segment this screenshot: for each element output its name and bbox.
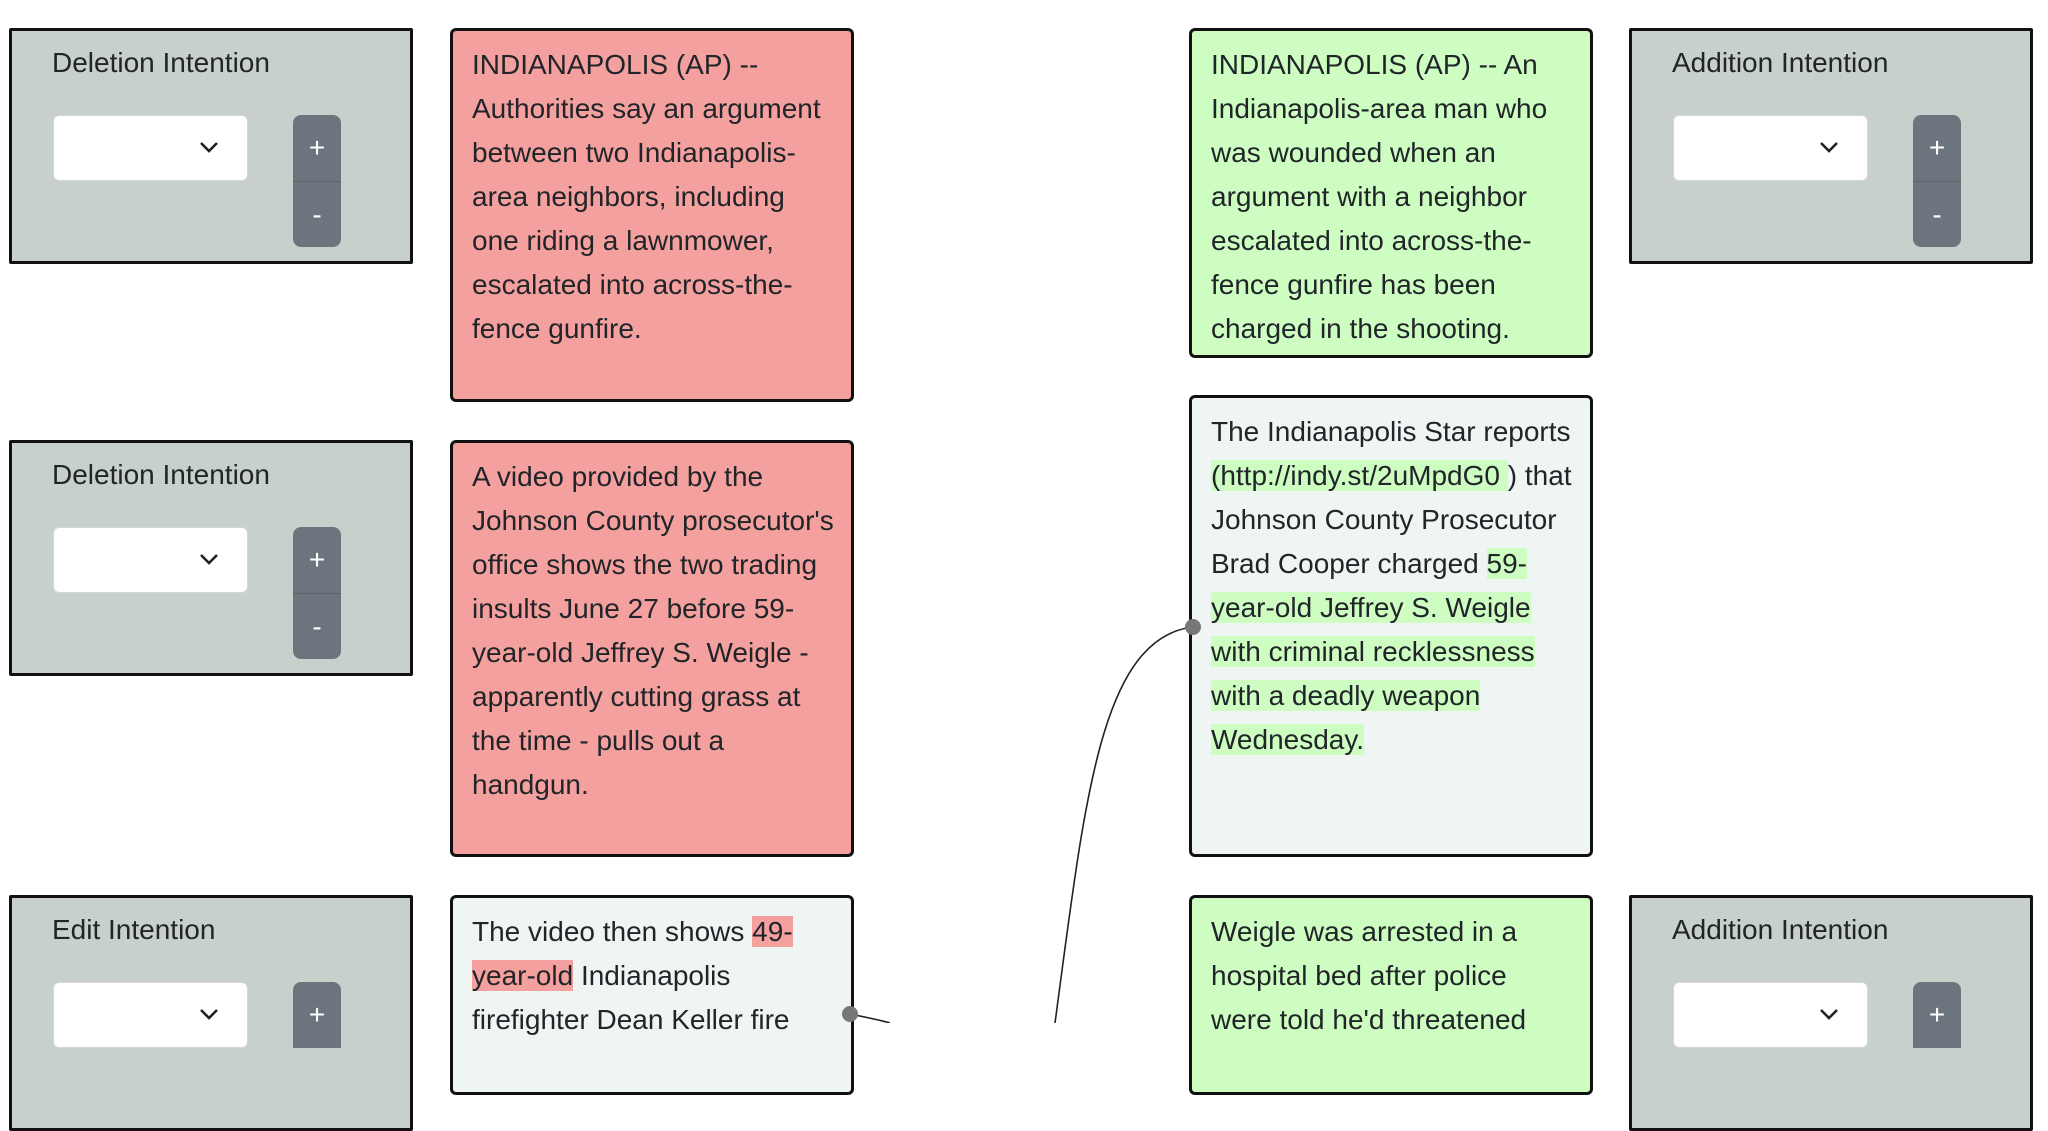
sentence-text: ) that Johnson County Prosecutor Brad Co…: [1211, 460, 1572, 579]
add-intention-button[interactable]: +: [293, 982, 341, 1048]
chevron-down-icon: [200, 1009, 218, 1020]
panel-title: Deletion Intention: [52, 47, 270, 78]
panel-title: Addition Intention: [1672, 47, 1889, 78]
edited-sentence-card[interactable]: The video then shows 49-year-old Indiana…: [450, 895, 854, 1095]
remove-intention-button[interactable]: -: [293, 593, 341, 659]
sentence-text: The video then shows: [472, 916, 753, 947]
remove-intention-button[interactable]: -: [1913, 181, 1961, 247]
added-span: 59-year-old Jeffrey S. Weigle with crimi…: [1211, 548, 1535, 755]
link-port-icon[interactable]: [842, 1006, 858, 1022]
chevron-down-icon: [1820, 1009, 1838, 1020]
panel-title: Addition Intention: [1672, 914, 1889, 945]
deleted-sentence-card[interactable]: A video provided by the Johnson County p…: [450, 440, 854, 857]
added-sentence-card[interactable]: Weigle was arrested in a hospital bed af…: [1189, 895, 1593, 1095]
deletion-intention-panel: Deletion Intention + -: [9, 440, 413, 676]
sentence-text: INDIANAPOLIS (AP) -- Authorities say an …: [472, 49, 821, 344]
add-intention-button[interactable]: +: [293, 527, 341, 593]
intention-select[interactable]: [53, 115, 248, 181]
deleted-sentence-card[interactable]: INDIANAPOLIS (AP) -- Authorities say an …: [450, 28, 854, 402]
source-link[interactable]: (http://indy.st/2uMpdG0: [1211, 460, 1508, 491]
addition-intention-panel: Addition Intention + -: [1629, 28, 2033, 264]
chevron-down-icon: [1820, 142, 1838, 153]
remove-intention-button[interactable]: -: [293, 181, 341, 247]
deletion-intention-panel: Deletion Intention + -: [9, 28, 413, 264]
sentence-text: The Indianapolis Star reports: [1211, 416, 1571, 447]
add-intention-button[interactable]: +: [293, 115, 341, 181]
panel-title: Deletion Intention: [52, 459, 270, 490]
panel-title: Edit Intention: [52, 914, 216, 945]
intention-select[interactable]: [53, 982, 248, 1048]
add-intention-button[interactable]: +: [1913, 982, 1961, 1048]
link-port-icon[interactable]: [1185, 619, 1201, 635]
edit-intention-panel: Edit Intention +: [9, 895, 413, 1131]
sentence-text: Weigle was arrested in a hospital bed af…: [1211, 916, 1527, 1035]
chevron-down-icon: [200, 142, 218, 153]
addition-intention-panel: Addition Intention +: [1629, 895, 2033, 1131]
intention-select[interactable]: [53, 527, 248, 593]
connector-line: [1054, 626, 1193, 1023]
add-intention-button[interactable]: +: [1913, 115, 1961, 181]
sentence-text: A video provided by the Johnson County p…: [472, 461, 834, 800]
edited-sentence-card[interactable]: The Indianapolis Star reports (http://in…: [1189, 395, 1593, 857]
added-sentence-card[interactable]: INDIANAPOLIS (AP) -- An Indianapolis-are…: [1189, 28, 1593, 358]
intention-select[interactable]: [1673, 115, 1868, 181]
chevron-down-icon: [200, 554, 218, 565]
sentence-text: INDIANAPOLIS (AP) -- An Indianapolis-are…: [1211, 49, 1548, 344]
intention-select[interactable]: [1673, 982, 1868, 1048]
